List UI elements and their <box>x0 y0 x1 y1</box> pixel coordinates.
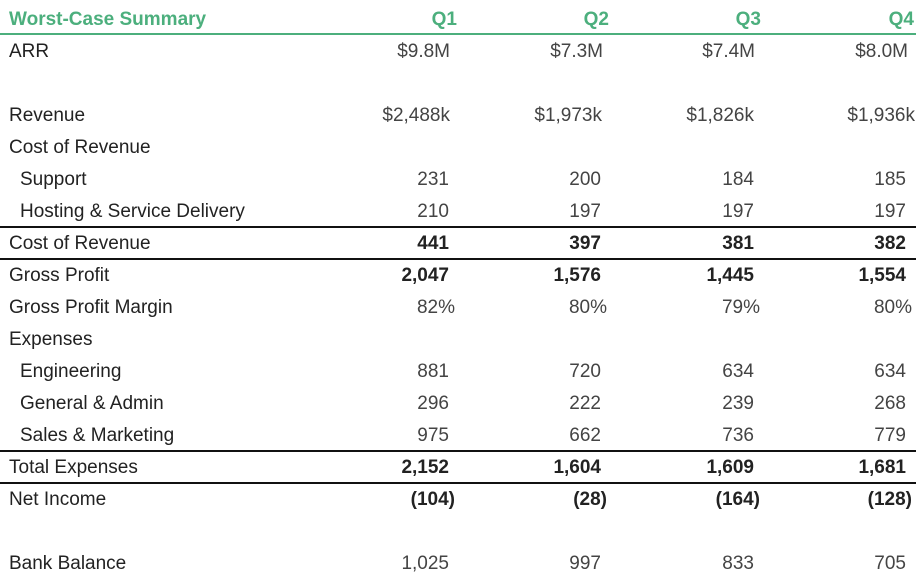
bank-balance-row: Bank Balance 1,025 997 833 705 <box>0 548 924 580</box>
cell-q1: 881 <box>417 361 449 382</box>
cell-q4: (128) <box>867 489 912 510</box>
cell-q3: $7.4M <box>702 41 755 62</box>
cell-q2: 397 <box>569 233 601 254</box>
cell-q2: 222 <box>569 393 601 414</box>
sales-marketing-row: Sales & Marketing 975 662 736 779 <box>0 420 924 452</box>
row-label: Net Income <box>9 489 107 510</box>
row-label: Support <box>20 169 87 190</box>
net-income-row: Net Income (104) (28) (164) (128) <box>0 484 924 516</box>
cell-q3: 239 <box>722 393 754 414</box>
support-row: Support 231 200 184 185 <box>0 164 924 196</box>
cell-q3: 79% <box>721 297 760 318</box>
cell-q1: 975 <box>417 425 449 446</box>
cell-q2: 720 <box>569 361 601 382</box>
cost-of-revenue-total-row: Cost of Revenue 441 397 381 382 <box>0 228 924 260</box>
cell-q3: 197 <box>722 201 754 222</box>
cell-q1: 296 <box>417 393 449 414</box>
quarter-header-q2: Q2 <box>583 9 609 30</box>
row-label: General & Admin <box>20 393 164 414</box>
row-label: Bank Balance <box>9 553 127 574</box>
cell-q2: $1,973k <box>534 105 602 126</box>
table-title: Worst-Case Summary <box>9 9 207 30</box>
cell-q2: 1,576 <box>553 265 601 286</box>
quarter-header-q4: Q4 <box>888 9 914 30</box>
row-label: Gross Profit <box>9 265 110 286</box>
cell-q2: 662 <box>569 425 601 446</box>
cell-q4: 1,681 <box>858 457 906 478</box>
subtotal-rule <box>0 450 916 452</box>
row-label: Total Expenses <box>9 457 138 478</box>
cell-q4: 80% <box>873 297 912 318</box>
cell-q4: 197 <box>874 201 906 222</box>
quarter-header-q3: Q3 <box>735 9 761 30</box>
row-label: ARR <box>9 41 50 62</box>
cell-q1: 82% <box>416 297 455 318</box>
cell-q3: 381 <box>722 233 754 254</box>
cell-q4: 705 <box>874 553 906 574</box>
cell-q3: 184 <box>722 169 754 190</box>
cell-q1: 1,025 <box>401 553 449 574</box>
cell-q4: $1,936k <box>847 105 915 126</box>
cell-q4: 779 <box>874 425 906 446</box>
cell-q3: $1,826k <box>686 105 754 126</box>
row-label: Cost of Revenue <box>9 233 151 254</box>
cell-q1: $2,488k <box>382 105 450 126</box>
cell-q4: 634 <box>874 361 906 382</box>
cost-of-revenue-header-row: Cost of Revenue <box>0 132 924 164</box>
subtotal-rule <box>0 226 916 228</box>
cell-q4: 185 <box>874 169 906 190</box>
cell-q1: 2,152 <box>401 457 449 478</box>
revenue-row: Revenue $2,488k $1,973k $1,826k $1,936k <box>0 100 924 132</box>
cell-q3: 634 <box>722 361 754 382</box>
cell-q2: 197 <box>569 201 601 222</box>
total-expenses-row: Total Expenses 2,152 1,604 1,609 1,681 <box>0 452 924 484</box>
cell-q2: 1,604 <box>553 457 601 478</box>
row-label: Revenue <box>9 105 86 126</box>
cell-q4: $8.0M <box>855 41 908 62</box>
cell-q1: 441 <box>417 233 449 254</box>
cell-q3: 1,445 <box>706 265 754 286</box>
cell-q3: 833 <box>722 553 754 574</box>
row-label: Expenses <box>9 329 93 350</box>
cell-q2: 200 <box>569 169 601 190</box>
total-rule <box>0 482 916 484</box>
header-divider <box>0 33 916 35</box>
row-label: Gross Profit Margin <box>9 297 173 318</box>
gross-profit-margin-row: Gross Profit Margin 82% 80% 79% 80% <box>0 292 924 324</box>
general-admin-row: General & Admin 296 222 239 268 <box>0 388 924 420</box>
row-label: Engineering <box>20 361 122 382</box>
cell-q4: 1,554 <box>858 265 906 286</box>
cell-q1: 231 <box>417 169 449 190</box>
cell-q4: 382 <box>874 233 906 254</box>
row-label: Sales & Marketing <box>20 425 175 446</box>
cell-q2: 997 <box>569 553 601 574</box>
cell-q2: (28) <box>573 489 607 510</box>
row-label: Hosting & Service Delivery <box>20 201 245 222</box>
header-row: Worst-Case Summary Q1 Q2 Q3 Q4 <box>0 4 924 36</box>
hosting-row: Hosting & Service Delivery 210 197 197 1… <box>0 196 924 228</box>
cell-q2: 80% <box>568 297 607 318</box>
cell-q3: 1,609 <box>706 457 754 478</box>
cell-q1: 210 <box>417 201 449 222</box>
cell-q2: $7.3M <box>550 41 603 62</box>
cell-q1: (104) <box>410 489 455 510</box>
row-label: Cost of Revenue <box>9 137 151 158</box>
cell-q3: 736 <box>722 425 754 446</box>
cell-q1: $9.8M <box>397 41 450 62</box>
cell-q4: 268 <box>874 393 906 414</box>
cell-q3: (164) <box>715 489 760 510</box>
quarter-header-q1: Q1 <box>431 9 457 30</box>
gross-profit-row: Gross Profit 2,047 1,576 1,445 1,554 <box>0 260 924 292</box>
engineering-row: Engineering 881 720 634 634 <box>0 356 924 388</box>
total-rule <box>0 258 916 260</box>
expenses-header-row: Expenses <box>0 324 924 356</box>
arr-row: ARR $9.8M $7.3M $7.4M $8.0M <box>0 36 924 68</box>
cell-q1: 2,047 <box>401 265 449 286</box>
